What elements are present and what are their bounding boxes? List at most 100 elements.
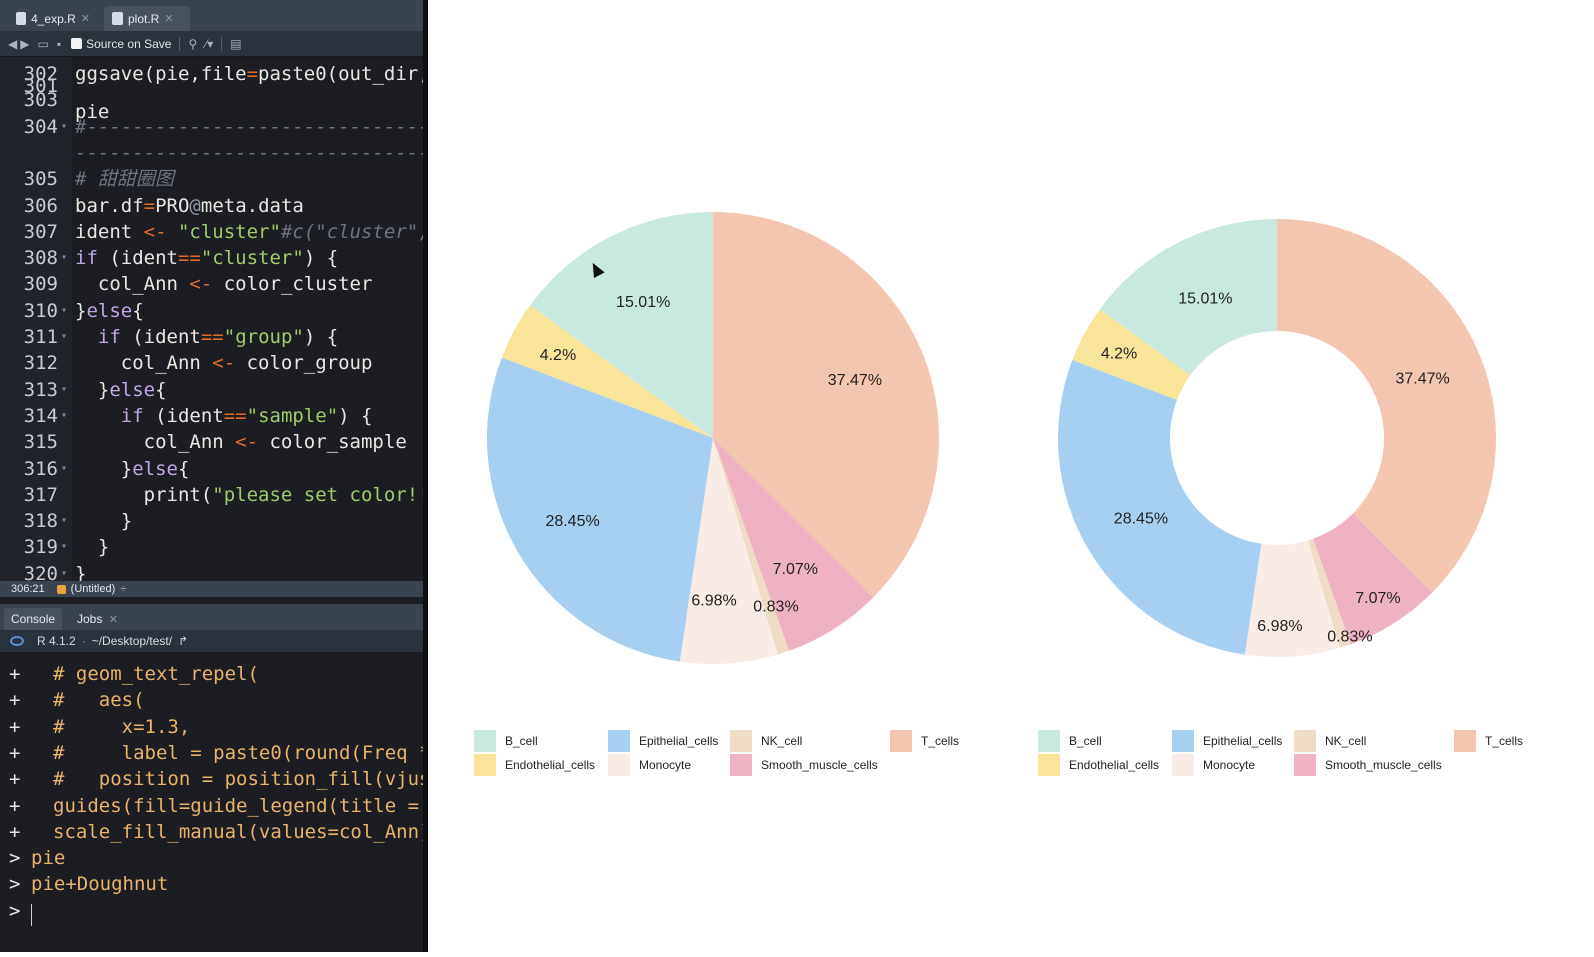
code-token: == — [223, 404, 247, 427]
fold-arrow-icon[interactable]: ▾ — [61, 120, 68, 132]
code-token: = — [246, 63, 259, 85]
console-prompt: > — [9, 847, 21, 870]
code-line: 314 ▾ if (ident=="sample") { — [0, 403, 428, 429]
code-token: <- — [235, 431, 259, 454]
slice-label: 4.2% — [540, 347, 576, 364]
legend-label: Endothelial_cells — [505, 758, 596, 772]
code-token: == — [177, 247, 201, 270]
console-prompt: + — [9, 820, 21, 843]
scope-label[interactable]: (Untitled) — [70, 583, 116, 595]
code-token: "cluster" — [177, 220, 281, 243]
code-tools-wand-icon[interactable]: ⁄▾ — [205, 36, 214, 51]
legend-key — [1038, 730, 1060, 752]
cursor-position: 306:21 — [11, 583, 45, 595]
console-text: # position = position_fill(vjust — [53, 768, 428, 791]
code-token: <- — [189, 273, 213, 296]
code-token — [167, 221, 178, 243]
tab-label: 4_exp.R — [31, 11, 76, 26]
line-number: 302 — [23, 63, 58, 85]
line-number: 315 — [23, 431, 58, 454]
legend-key — [608, 754, 630, 776]
code-token: # 甜甜圈图 — [75, 168, 174, 191]
fold-arrow-icon[interactable]: ▾ — [61, 541, 68, 553]
editor-tab-bar: 4_exp.R ✕ plot.R ✕ — [0, 0, 428, 31]
code-token: if — [97, 326, 121, 348]
code-text: col_Ann <- color_sample — [75, 429, 407, 455]
console-output[interactable]: + # geom_text_repel(+ # aes(+ # x=1.3, + # la… — [0, 652, 428, 952]
forward-arrow-icon[interactable]: ▶ — [20, 36, 30, 51]
tab-console[interactable]: Console — [4, 608, 63, 630]
slice-nk-cell — [713, 438, 790, 655]
code-editor[interactable]: 301 pie 302 ggsave(pie,file=paste0(out_di… — [0, 57, 428, 581]
code-line: 313 ▾ }else{ — [0, 377, 428, 403]
scope-icon — [56, 584, 66, 594]
toolbar-divider — [179, 36, 181, 51]
close-icon[interactable]: ✕ — [80, 13, 90, 25]
show-in-window-icon[interactable]: ▭ — [37, 36, 49, 51]
slice-b-cell — [1099, 219, 1277, 376]
back-arrow-icon[interactable]: ◀ — [8, 36, 18, 51]
fold-arrow-icon[interactable]: ▾ — [61, 383, 68, 395]
save-icon[interactable]: ▪ — [56, 36, 62, 51]
console-text: pie+Doughnut — [31, 873, 169, 896]
legend-label: Epithelial_cells — [639, 734, 719, 748]
code-line: 315 col_Ann <- color_sample — [0, 429, 428, 455]
code-token: { — [132, 299, 144, 322]
code-line: 304 ▾ #------------------------------- — [0, 114, 428, 140]
code-token: ) { — [303, 326, 339, 348]
compile-report-icon[interactable]: ▤ — [230, 36, 242, 51]
line-number: 304 — [23, 115, 58, 138]
code-text: if (ident=="sample") { — [75, 403, 373, 429]
code-text: }else{ — [75, 298, 144, 324]
fold-arrow-icon[interactable]: ▾ — [61, 304, 68, 316]
code-text: print("please set color!!" — [75, 482, 428, 508]
legend-key — [1172, 730, 1194, 752]
legend-label: Epithelial_cells — [1203, 734, 1283, 748]
slice-smooth-muscle-cells — [1313, 513, 1433, 645]
code-token: else — [109, 378, 156, 401]
code-line-partial: 301 pie — [0, 57, 428, 123]
fold-arrow-icon[interactable]: ▾ — [61, 409, 68, 421]
console-line: > — [0, 898, 428, 924]
search-icon[interactable]: ⚲ — [188, 36, 198, 51]
slice-label: 37.47% — [828, 372, 882, 389]
chevron-updown-icon[interactable]: ÷ — [120, 583, 127, 595]
code-line: 302 ggsave(pie,file=paste0(out_dir,' — [0, 61, 428, 87]
console-info-bar: R 4.1.2 · ~/Desktop/test/ ↱ — [0, 630, 428, 652]
tab-label: Jobs — [77, 612, 103, 626]
line-number: 314 — [23, 404, 58, 427]
slice-epithelial-cells — [1058, 360, 1262, 655]
rstudio-panel: 4_exp.R ✕ plot.R ✕ ◀ ▶ ▭ ▪ Source on Sav… — [0, 0, 428, 952]
plot-viewer: 37.47% 7.07% 0.83% 6.98% 28.45% 4.2% 15.01% 37.… — [428, 0, 1594, 952]
code-token: ) { — [303, 247, 339, 270]
console-line: + scale_fill_manual(values=col_Ann) — [0, 819, 428, 845]
legend-label: NK_cell — [1325, 734, 1367, 748]
tab-4-exp-r[interactable]: 4_exp.R ✕ — [8, 6, 98, 31]
code-line: 318 ▾ } — [0, 508, 428, 534]
code-token: (ident — [97, 247, 178, 270]
slice-label: 6.98% — [1257, 618, 1302, 635]
fold-arrow-icon[interactable]: ▾ — [61, 515, 68, 527]
console-line: > pie+Doughnut — [0, 871, 428, 897]
slice-b-cell — [530, 212, 713, 438]
close-icon[interactable]: ✕ — [108, 614, 118, 626]
source-on-save-checkbox[interactable] — [71, 38, 83, 49]
code-token: } — [75, 378, 110, 401]
fold-arrow-icon[interactable]: ▾ — [61, 252, 68, 264]
fold-arrow-icon[interactable]: ▾ — [61, 331, 68, 342]
close-icon[interactable]: ✕ — [164, 13, 174, 25]
slice-label: 4.2% — [1101, 346, 1137, 363]
tab-plot-r[interactable]: plot.R ✕ — [104, 6, 190, 31]
code-text: } — [75, 561, 86, 581]
fold-arrow-icon[interactable]: ▾ — [61, 462, 68, 474]
code-line: -------------------------------- — [0, 140, 428, 166]
tab-jobs[interactable]: Jobs ✕ — [70, 608, 125, 630]
code-line: 312 col_Ann <- color_group — [0, 350, 428, 376]
console-prompt: + — [9, 741, 21, 764]
fold-arrow-icon[interactable]: ▾ — [61, 567, 68, 579]
pane-splitter[interactable] — [423, 0, 428, 952]
tab-label: plot.R — [128, 11, 160, 26]
go-to-directory-icon[interactable]: ↱ — [178, 634, 189, 648]
code-text: # 甜甜圈图 — [75, 166, 174, 192]
code-line: 320 ▾} — [0, 561, 428, 581]
